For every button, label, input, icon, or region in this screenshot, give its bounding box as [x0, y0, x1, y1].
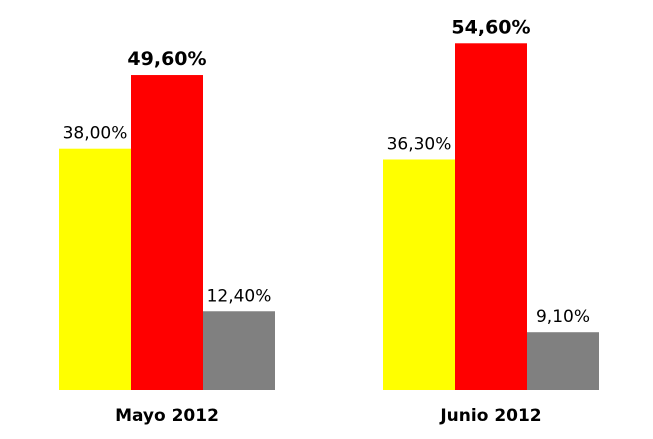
- bar-1-1: [59, 148, 131, 390]
- bar-2-3: [527, 332, 599, 390]
- value-label-2-2: 54,60%: [451, 16, 530, 38]
- value-label-2-3: 9,10%: [536, 307, 590, 327]
- bar-1-3: [203, 311, 275, 390]
- value-label-2-1: 36,30%: [387, 134, 452, 154]
- value-label-1-1: 38,00%: [63, 124, 128, 144]
- bars-group: [59, 43, 599, 390]
- value-labels-group: 38,00% 49,60% 12,40% 36,30% 54,60% 9,10%: [63, 16, 590, 327]
- value-label-1-3: 12,40%: [207, 286, 272, 306]
- bar-2-1: [383, 159, 455, 390]
- bar-2-2: [455, 43, 527, 390]
- category-label-2: Junio 2012: [439, 406, 541, 426]
- category-labels-group: Mayo 2012 Junio 2012: [115, 406, 542, 426]
- value-label-1-2: 49,60%: [127, 48, 206, 70]
- category-label-1: Mayo 2012: [115, 406, 219, 426]
- bar-1-2: [131, 75, 203, 390]
